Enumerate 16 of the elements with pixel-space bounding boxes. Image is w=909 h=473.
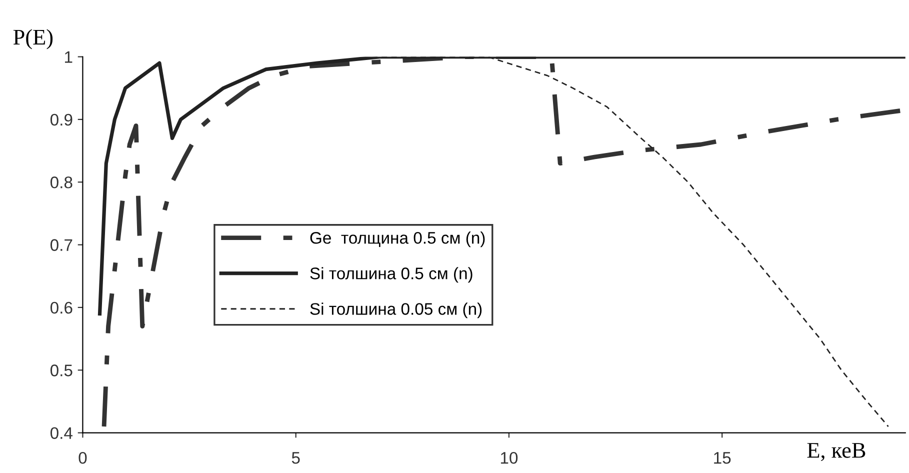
y-tick-label: 0.4 (50, 427, 73, 439)
y-tick-label: 0.9 (50, 114, 72, 126)
y-tick-label: 0.7 (50, 239, 72, 251)
x-tick-label: 5 (292, 452, 300, 464)
x-axis-title: E, кеВ (807, 443, 866, 462)
legend-label: Ge толщина 0.5 см (n) (310, 232, 485, 248)
x-tick-label: 15 (714, 452, 731, 464)
legend-label: Si толшина 0.5 см (n) (310, 267, 472, 283)
y-tick-label: 1 (65, 51, 72, 63)
x-tick-label: 0 (78, 452, 87, 464)
y-axis-title: P(E) (13, 29, 53, 50)
y-tick-label: 0.8 (50, 176, 72, 188)
y-tick-label: 0.6 (50, 302, 72, 314)
x-tick-label: 10 (500, 452, 518, 464)
legend-label: Si толшина 0.05 см (n) (310, 302, 482, 318)
y-tick-label: 0.5 (50, 364, 72, 376)
